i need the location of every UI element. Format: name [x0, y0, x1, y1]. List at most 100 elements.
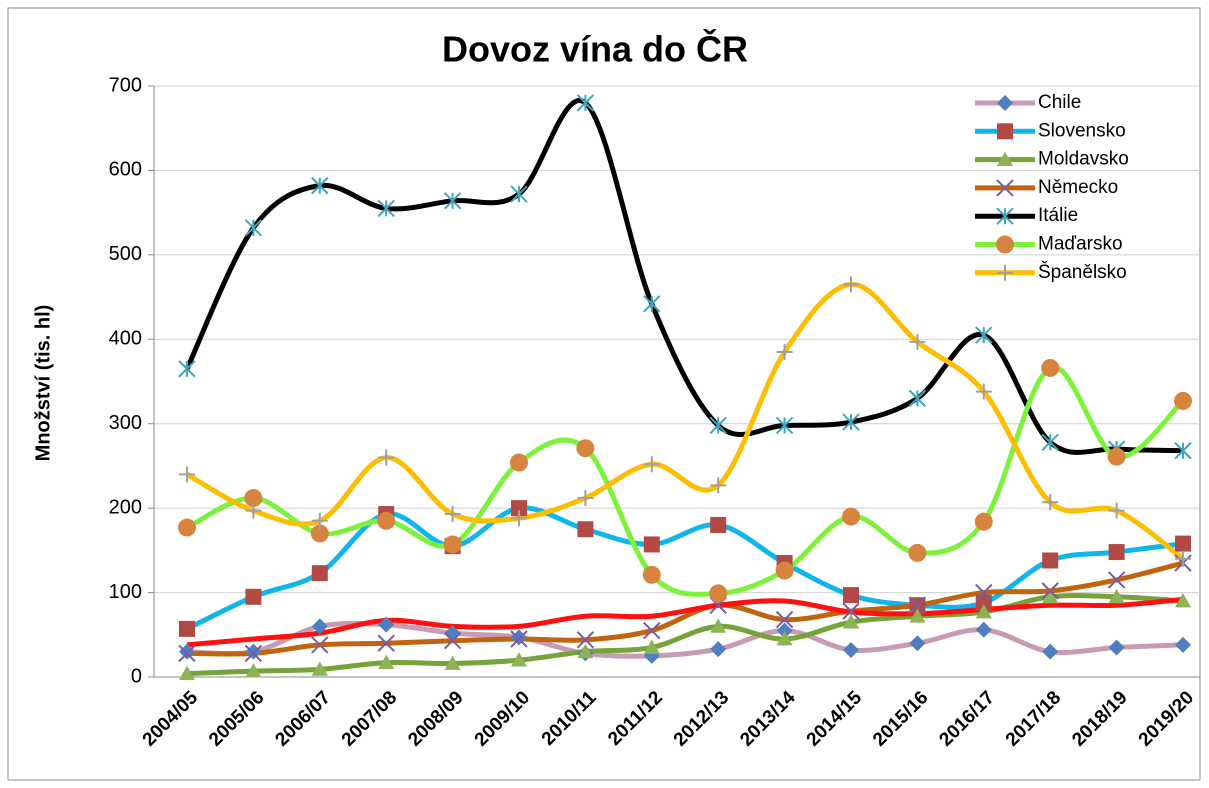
marker	[576, 439, 595, 458]
marker	[244, 489, 263, 508]
marker	[179, 643, 195, 660]
marker	[1108, 502, 1125, 519]
marker	[642, 565, 661, 584]
legend-label: Moldavsko	[1038, 149, 1129, 170]
marker	[997, 151, 1013, 166]
marker	[576, 631, 595, 649]
marker	[1108, 639, 1125, 656]
marker	[178, 518, 196, 537]
marker	[710, 517, 727, 534]
marker	[908, 389, 927, 408]
marker	[577, 490, 594, 507]
marker	[577, 643, 594, 659]
marker	[311, 661, 328, 676]
marker	[842, 507, 860, 526]
marker	[1042, 494, 1059, 511]
marker	[643, 456, 660, 473]
marker	[1174, 442, 1192, 460]
marker	[1175, 550, 1191, 567]
marker	[710, 641, 727, 658]
y-tick-label: 600	[109, 159, 142, 181]
marker	[996, 235, 1014, 254]
marker	[245, 502, 262, 519]
marker	[311, 636, 329, 654]
marker	[997, 123, 1013, 140]
marker	[843, 614, 859, 629]
marker	[908, 596, 927, 614]
marker	[179, 665, 195, 681]
marker	[842, 413, 860, 431]
marker	[178, 644, 196, 663]
series-line	[184, 98, 1184, 455]
marker	[377, 634, 395, 652]
marker	[643, 536, 660, 553]
marker	[710, 477, 727, 494]
marker	[377, 199, 395, 218]
marker	[378, 616, 395, 633]
marker	[775, 561, 794, 580]
marker	[377, 511, 396, 530]
legend-label: Španělsko	[1038, 261, 1127, 283]
marker	[842, 602, 860, 620]
marker	[178, 360, 196, 378]
marker	[1175, 535, 1191, 552]
marker	[909, 608, 926, 623]
marker	[909, 635, 926, 652]
marker	[245, 663, 262, 678]
marker	[1108, 588, 1125, 604]
legend-label: Itálie	[1038, 205, 1078, 226]
marker	[245, 588, 262, 605]
marker	[776, 631, 793, 646]
y-tick-label: 700	[109, 74, 142, 96]
y-tick-label: 400	[109, 328, 142, 350]
legend-label: Slovensko	[1038, 120, 1126, 141]
legend-label: Německo	[1038, 177, 1118, 198]
marker	[1107, 571, 1126, 589]
legend-label: Chile	[1038, 92, 1081, 113]
marker	[975, 326, 993, 344]
marker	[511, 629, 527, 646]
marker	[975, 603, 992, 619]
marker	[1175, 593, 1191, 608]
marker	[444, 506, 461, 523]
marker	[1041, 433, 1059, 451]
marker	[643, 639, 660, 654]
marker	[511, 500, 527, 517]
marker	[378, 449, 395, 466]
marker	[1042, 643, 1059, 660]
series-line	[186, 620, 1184, 659]
marker	[510, 185, 528, 203]
y-tick-label: 300	[109, 412, 142, 434]
series-line	[186, 560, 1184, 657]
series-line	[186, 596, 1184, 648]
marker	[974, 512, 993, 531]
marker	[510, 630, 528, 648]
legend-label: Maďarsko	[1038, 234, 1123, 255]
marker	[775, 416, 794, 435]
marker	[443, 192, 462, 210]
marker	[310, 524, 329, 543]
y-axis-label: Množství (tis. hl)	[32, 305, 54, 462]
chart-title: Dovoz vína do ČR	[442, 28, 748, 70]
marker	[997, 95, 1013, 111]
marker	[245, 643, 262, 660]
marker	[1042, 552, 1059, 569]
marker	[576, 94, 595, 112]
series-line	[186, 593, 1184, 677]
marker	[975, 621, 992, 638]
marker	[776, 622, 793, 639]
marker	[443, 535, 462, 554]
marker	[311, 512, 328, 529]
marker	[997, 264, 1013, 281]
marker	[776, 343, 793, 360]
marker	[975, 383, 992, 400]
marker	[311, 565, 328, 582]
marker	[1041, 358, 1060, 377]
marker	[443, 631, 462, 650]
marker	[843, 587, 859, 604]
marker	[975, 583, 993, 602]
marker	[444, 655, 461, 670]
marker	[1174, 391, 1192, 410]
series-line	[185, 364, 1185, 597]
